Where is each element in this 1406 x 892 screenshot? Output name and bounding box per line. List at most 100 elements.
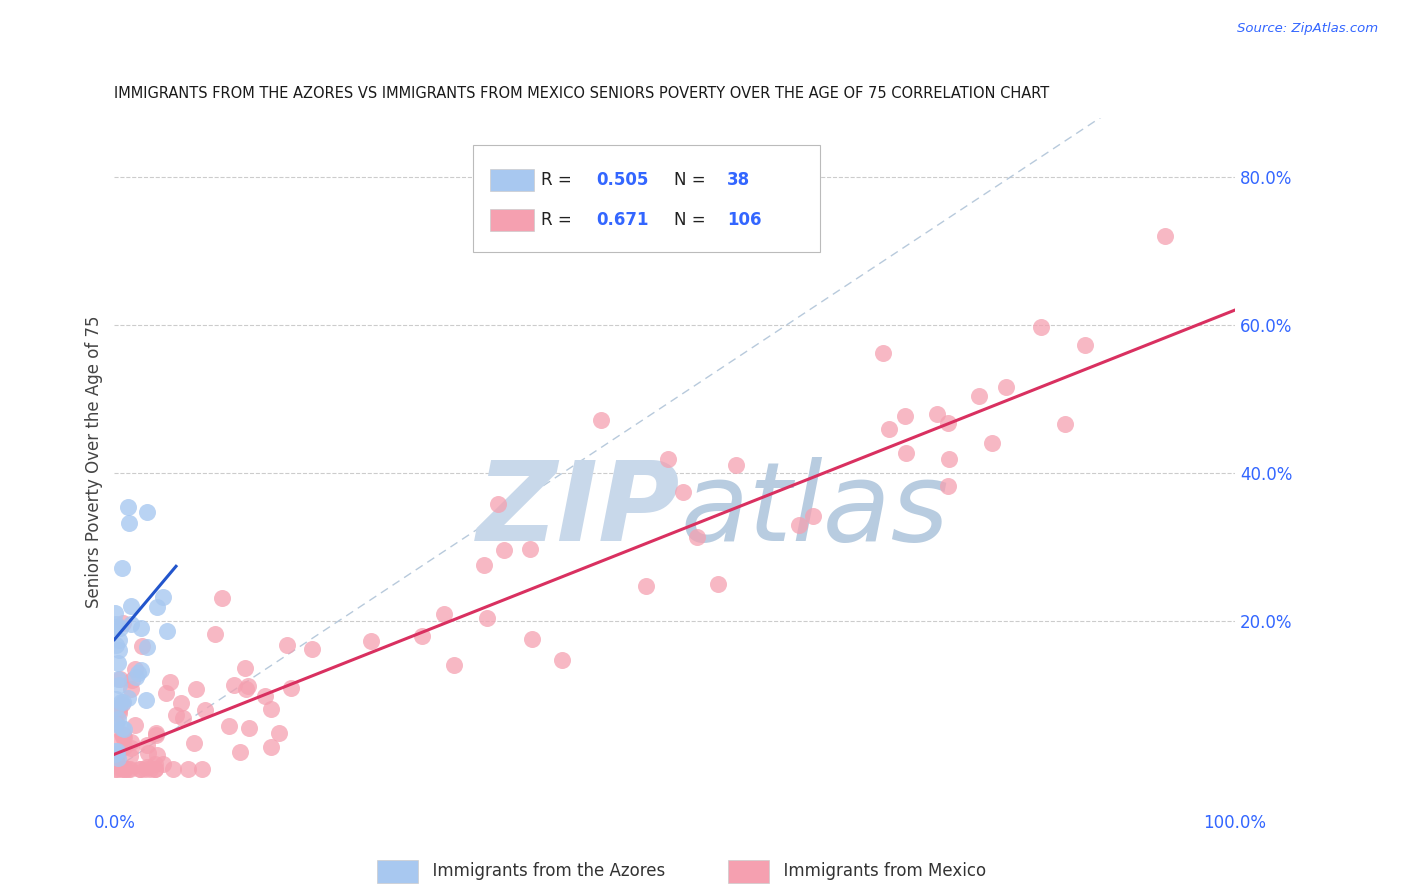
Point [269,726,291,740]
Point [107,703,129,717]
Point [134,762,156,776]
Point [112,728,135,742]
Point [105,734,128,748]
Point [170,696,193,710]
Point [105,747,128,762]
Point [117,762,139,776]
Point [551,653,574,667]
Point [218,719,240,733]
Point [519,541,541,556]
Point [107,656,129,670]
FancyBboxPatch shape [489,169,534,192]
Point [994,380,1017,394]
Point [433,607,456,621]
Point [725,458,748,472]
Point [927,407,949,421]
Point [104,617,127,632]
Point [103,620,125,634]
Point [108,706,131,721]
Point [894,446,917,460]
Point [112,730,135,744]
Point [967,389,990,403]
Point [233,661,256,675]
FancyBboxPatch shape [472,145,820,252]
Point [136,746,159,760]
Point [155,686,177,700]
Point [120,681,142,696]
Point [172,711,194,725]
Point [111,616,134,631]
Point [129,621,152,635]
Point [117,690,139,705]
Point [107,678,129,692]
Text: 0.505: 0.505 [596,171,648,189]
Point [105,762,128,776]
Text: Immigrants from Mexico: Immigrants from Mexico [773,863,987,880]
Point [112,722,135,736]
Point [872,346,894,360]
Point [107,712,129,726]
Point [657,452,679,467]
Point [492,542,515,557]
Point [211,591,233,606]
Point [276,638,298,652]
Point [110,762,132,776]
Text: 38: 38 [727,171,751,189]
Point [117,500,139,515]
Point [224,678,246,692]
Point [191,762,214,776]
Point [238,721,260,735]
Point [120,735,142,749]
Point [110,721,132,735]
Point [146,600,169,615]
Point [254,689,277,703]
Point [110,696,132,710]
Point [105,744,128,758]
Point [143,762,166,776]
Point [135,640,157,655]
Point [120,599,142,614]
Point [280,681,302,696]
Point [260,740,283,755]
Point [125,670,148,684]
Point [111,695,134,709]
Point [938,451,960,466]
Point [236,679,259,693]
Point [879,422,901,436]
Point [143,757,166,772]
Point [520,632,543,647]
Point [486,497,509,511]
Point [159,675,181,690]
Point [135,739,157,753]
Point [105,701,128,715]
Point [110,673,132,687]
Text: R =: R = [541,171,578,189]
Point [184,682,207,697]
Point [301,641,323,656]
Point [229,745,252,759]
Point [118,749,141,764]
Point [411,629,433,643]
Point [112,762,135,776]
Point [1029,320,1052,334]
Point [146,748,169,763]
Text: 0.671: 0.671 [596,211,648,228]
Point [183,736,205,750]
Point [108,643,131,657]
Point [112,740,135,755]
Point [124,662,146,676]
Point [1074,338,1097,352]
Text: 106: 106 [727,211,762,228]
Point [894,409,917,424]
Point [706,576,728,591]
Point [235,682,257,697]
Point [112,730,135,744]
Point [118,516,141,530]
Point [477,611,499,625]
Point [104,716,127,731]
Point [145,726,167,740]
Point [104,747,127,762]
Point [591,413,613,427]
Point [104,762,127,776]
Point [104,744,127,758]
